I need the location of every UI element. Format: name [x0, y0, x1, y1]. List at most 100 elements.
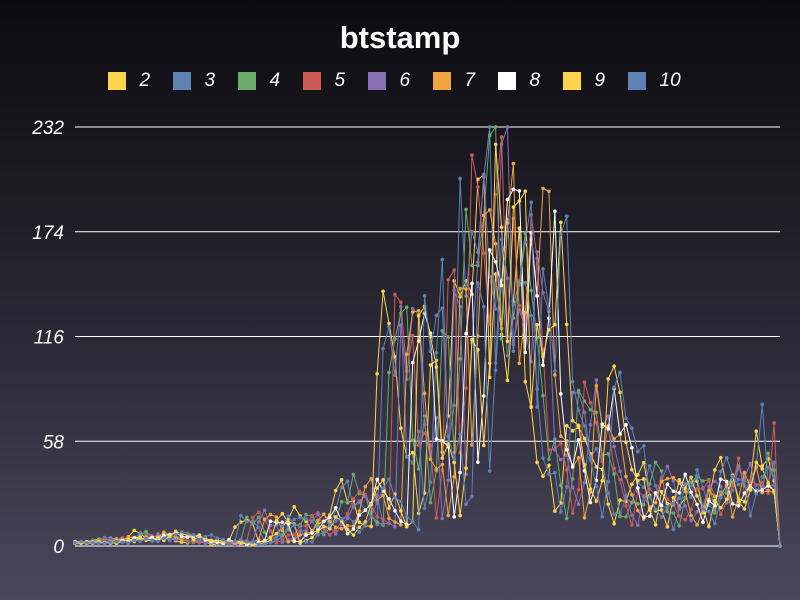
data-point	[452, 515, 456, 519]
legend-item-8[interactable]: 8	[497, 70, 563, 92]
data-point	[250, 522, 255, 526]
data-point	[553, 448, 557, 452]
data-point	[446, 442, 451, 446]
data-point	[683, 518, 688, 522]
data-point	[677, 507, 682, 511]
data-point	[280, 520, 285, 525]
data-point	[108, 540, 113, 545]
legend-item-7[interactable]: 7	[432, 70, 498, 92]
data-point	[547, 306, 551, 311]
data-point	[553, 509, 557, 513]
data-point	[375, 522, 379, 527]
data-point	[357, 499, 362, 503]
data-point	[594, 384, 599, 388]
data-point	[404, 524, 409, 529]
data-point	[724, 487, 729, 492]
data-point	[724, 497, 729, 502]
data-point	[399, 426, 403, 430]
data-point	[630, 513, 634, 518]
data-point	[381, 289, 385, 294]
data-point	[363, 523, 368, 527]
data-point	[665, 464, 670, 469]
legend-item-9[interactable]: 9	[562, 70, 628, 92]
data-point	[736, 499, 741, 504]
data-point	[245, 515, 249, 520]
data-point	[428, 334, 433, 339]
legend-item-2[interactable]: 2	[107, 70, 173, 92]
data-point	[653, 523, 658, 527]
data-point	[529, 288, 533, 293]
data-point	[369, 514, 374, 519]
data-point	[381, 486, 385, 490]
data-point	[446, 513, 451, 518]
data-point	[671, 511, 676, 515]
data-point	[594, 446, 599, 451]
data-point	[132, 528, 137, 533]
data-point	[612, 521, 616, 526]
data-point	[624, 416, 628, 421]
data-point	[316, 529, 320, 534]
data-point	[351, 527, 356, 531]
data-point	[85, 541, 89, 545]
data-point	[458, 513, 462, 518]
data-point	[653, 460, 658, 465]
data-point	[422, 391, 427, 396]
data-point	[410, 450, 415, 455]
data-point	[298, 524, 302, 528]
data-point	[707, 488, 711, 493]
data-point	[677, 491, 682, 495]
y-tick-label: 58	[43, 432, 65, 453]
data-point	[280, 540, 285, 544]
data-point	[416, 308, 421, 313]
data-point	[600, 422, 605, 427]
data-point	[280, 511, 285, 516]
data-point	[369, 524, 374, 529]
data-point	[440, 462, 445, 467]
data-point	[239, 537, 243, 542]
data-point	[523, 379, 528, 384]
data-point	[558, 220, 563, 225]
data-point	[239, 513, 243, 518]
data-point	[428, 457, 433, 462]
data-point	[612, 385, 616, 390]
data-point	[310, 531, 314, 535]
data-point	[748, 461, 753, 466]
legend-label: 5	[334, 70, 346, 91]
data-point	[547, 327, 551, 332]
data-point	[487, 361, 492, 365]
data-point	[345, 531, 350, 536]
data-point	[748, 478, 753, 483]
legend-item-10[interactable]: 10	[627, 70, 693, 92]
data-point	[748, 513, 753, 518]
data-point	[535, 460, 539, 465]
legend-item-4[interactable]: 4	[237, 70, 303, 92]
legend-item-6[interactable]: 6	[367, 70, 433, 92]
data-point	[665, 525, 670, 529]
data-point	[505, 339, 510, 344]
data-point	[298, 533, 302, 537]
legend-item-3[interactable]: 3	[172, 70, 238, 92]
data-point	[375, 520, 379, 524]
data-point	[558, 392, 563, 396]
data-point	[499, 237, 504, 242]
data-point	[333, 488, 338, 493]
data-point	[333, 515, 338, 519]
data-point	[766, 451, 770, 456]
data-point	[689, 490, 693, 495]
data-point	[570, 477, 575, 481]
data-point	[470, 153, 474, 157]
data-point	[250, 542, 255, 547]
data-point	[713, 511, 717, 515]
data-point	[351, 533, 356, 537]
data-point	[167, 534, 172, 538]
legend-item-5[interactable]: 5	[302, 70, 368, 92]
data-point	[665, 504, 670, 509]
data-point	[458, 176, 462, 181]
data-point	[227, 541, 231, 546]
data-point	[369, 502, 374, 507]
data-point	[333, 528, 338, 533]
data-point	[558, 457, 563, 462]
data-point	[481, 213, 486, 218]
data-point	[481, 304, 486, 309]
